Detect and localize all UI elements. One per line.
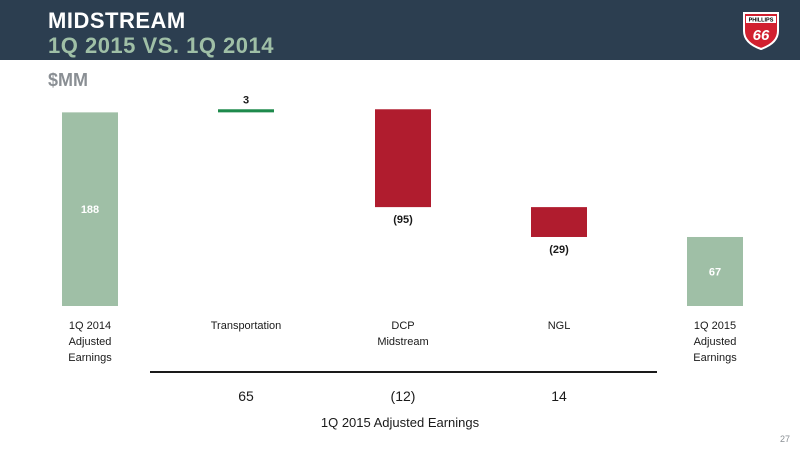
category-label-2: Midstream bbox=[377, 336, 428, 348]
category-label-0: Adjusted bbox=[69, 336, 112, 348]
unit-label: $MM bbox=[48, 70, 88, 90]
category-label-0: 1Q 2014 bbox=[69, 320, 111, 332]
data-label-1: 3 bbox=[243, 94, 249, 106]
breakdown-value-0: 65 bbox=[238, 388, 254, 404]
category-label-2: DCP bbox=[391, 320, 414, 332]
category-label-0: Earnings bbox=[68, 352, 112, 364]
data-label-2: (95) bbox=[393, 214, 413, 226]
bar-total-4 bbox=[687, 236, 743, 306]
breakdown-title: 1Q 2015 Adjusted Earnings bbox=[321, 415, 480, 430]
page-number: 27 bbox=[779, 434, 790, 444]
page-title: MIDSTREAM bbox=[48, 8, 186, 33]
page-subtitle: 1Q 2015 VS. 1Q 2014 bbox=[48, 33, 274, 58]
bar-decrease-2 bbox=[375, 109, 431, 208]
category-label-4: Earnings bbox=[693, 352, 737, 364]
bar-total-0 bbox=[62, 112, 118, 306]
breakdown-value-1: (12) bbox=[391, 388, 416, 404]
svg-text:PHILLIPS: PHILLIPS bbox=[749, 18, 774, 24]
category-label-1: Transportation bbox=[211, 320, 282, 332]
bar-decrease-3 bbox=[531, 207, 587, 237]
data-label-4: 67 bbox=[709, 266, 721, 278]
svg-text:66: 66 bbox=[753, 27, 770, 44]
bar-increase-1 bbox=[218, 109, 274, 113]
data-label-0: 188 bbox=[81, 204, 99, 216]
header-bar bbox=[0, 0, 800, 60]
breakdown-value-2: 14 bbox=[551, 388, 567, 404]
category-label-4: Adjusted bbox=[694, 336, 737, 348]
phillips-66-logo: PHILLIPS 66 bbox=[743, 12, 779, 51]
category-label-4: 1Q 2015 bbox=[694, 320, 736, 332]
data-label-3: (29) bbox=[549, 244, 569, 256]
category-label-3: NGL bbox=[548, 320, 571, 332]
